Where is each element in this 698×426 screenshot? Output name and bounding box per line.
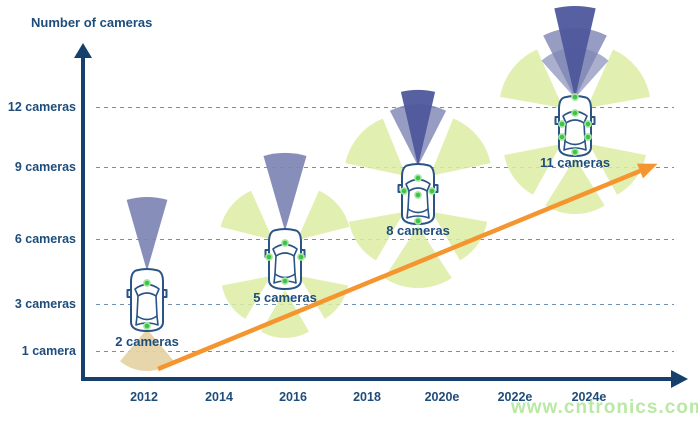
- camera-fov-cone: [504, 144, 561, 195]
- camera-fov-cone: [587, 49, 650, 108]
- camera-location-dot: [281, 239, 289, 247]
- front-camera-cone: [400, 89, 436, 166]
- trend-arrow-head-icon: [636, 163, 658, 179]
- camera-fov-cone: [589, 144, 646, 195]
- camera-location-dot: [281, 277, 289, 285]
- camera-location-dot: [414, 174, 422, 182]
- camera-location-dot: [584, 133, 592, 141]
- y-axis: [81, 56, 85, 381]
- camera-location-dot: [558, 133, 566, 141]
- camera-location-dot: [297, 253, 305, 261]
- chart-title: Number of cameras: [31, 15, 153, 30]
- gridline-12-cameras: [96, 107, 674, 108]
- camera-location-dot: [584, 120, 592, 128]
- x-axis: [81, 377, 673, 381]
- camera-fov-cone: [430, 118, 491, 176]
- camera-location-dot: [143, 322, 151, 330]
- y-tick-1-camera: 1 camera: [21, 344, 76, 358]
- car-illustration: [554, 95, 596, 157]
- trend-arrow: [157, 163, 658, 372]
- point-label-11-cameras: 11 cameras: [539, 155, 611, 170]
- camera-location-dot: [400, 187, 408, 195]
- rear-camera-cone: [384, 226, 452, 289]
- camera-fov-cone: [500, 49, 563, 108]
- rear-camera-cone: [545, 158, 605, 215]
- camera-location-dot: [571, 93, 579, 101]
- y-tick-9-cameras: 9 cameras: [14, 160, 76, 174]
- x-tick-2014: 2014: [205, 390, 233, 404]
- gridline-3-cameras: [96, 304, 674, 305]
- camera-fov-cone: [299, 276, 349, 319]
- camera-fov-cone: [345, 118, 406, 176]
- car-illustration: [126, 268, 168, 332]
- camera-fov-cone: [432, 212, 488, 261]
- camera-fov-cone: [297, 190, 350, 240]
- x-tick-2024e: 2024e: [571, 390, 607, 404]
- camera-location-dot: [571, 109, 579, 117]
- front-camera-cone: [126, 197, 168, 271]
- front-camera-cone: [263, 152, 307, 231]
- camera-location-dot: [265, 253, 273, 261]
- camera-location-dot: [571, 148, 579, 156]
- x-tick-2018: 2018: [353, 390, 381, 404]
- camera-fov-cone: [348, 212, 404, 261]
- point-label-2-cameras: 2 cameras: [115, 334, 179, 349]
- point-label-8-cameras: 8 cameras: [386, 223, 450, 238]
- camera-location-dot: [143, 279, 151, 287]
- x-tick-2016: 2016: [279, 390, 307, 404]
- watermark: www.cntronics.com: [511, 397, 698, 418]
- front-camera-cone: [554, 6, 596, 99]
- y-tick-12-cameras: 12 cameras: [7, 100, 76, 114]
- rear-camera-cone: [261, 290, 309, 339]
- rear-camera-cone: [120, 329, 174, 372]
- x-tick-2022e: 2022e: [497, 390, 533, 404]
- camera-fov-cone: [221, 276, 271, 319]
- point-label-5-cameras: 5 cameras: [253, 290, 317, 305]
- x-axis-arrow-icon: [671, 370, 688, 388]
- camera-fov-cone: [220, 190, 273, 240]
- x-tick-2012: 2012: [130, 390, 158, 404]
- y-tick-6-cameras: 6 cameras: [14, 232, 76, 246]
- camera-location-dot: [428, 187, 436, 195]
- camera-location-dot: [414, 191, 422, 199]
- y-axis-arrow-icon: [74, 43, 92, 58]
- x-tick-2020e: 2020e: [424, 390, 460, 404]
- camera-location-dot: [558, 120, 566, 128]
- gridline-1-camera: [96, 351, 674, 352]
- y-tick-3-cameras: 3 cameras: [14, 297, 76, 311]
- camera-location-dot: [414, 217, 422, 225]
